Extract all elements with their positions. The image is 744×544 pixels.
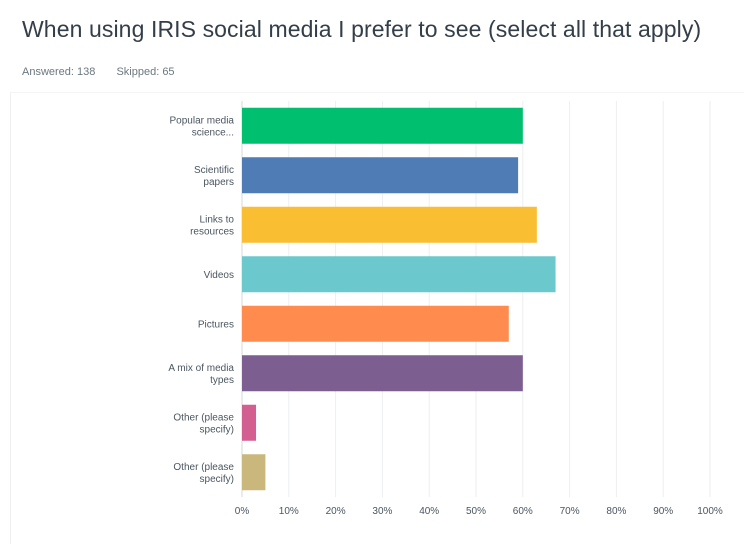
bar[interactable]	[242, 107, 523, 144]
bar[interactable]	[242, 256, 556, 293]
bar[interactable]	[242, 355, 523, 392]
category-label: papers	[203, 177, 234, 188]
category-label: specify)	[200, 474, 234, 485]
skipped-count: Skipped: 65	[116, 66, 175, 78]
response-stats: Answered: 138 Skipped: 65	[22, 66, 193, 78]
x-tick-label: 90%	[653, 506, 673, 517]
bar[interactable]	[242, 157, 519, 194]
x-tick-label: 40%	[419, 506, 439, 517]
x-tick-label: 20%	[326, 506, 346, 517]
bar[interactable]	[242, 404, 257, 441]
category-label: Videos	[204, 270, 234, 281]
category-label: A mix of media	[168, 363, 234, 374]
page-title: When using IRIS social media I prefer to…	[22, 16, 702, 42]
x-tick-label: 60%	[513, 506, 533, 517]
x-tick-label: 80%	[606, 506, 626, 517]
category-label: Other (please	[173, 462, 234, 473]
category-label: Pictures	[198, 319, 234, 330]
category-label: resources	[190, 226, 234, 237]
x-tick-label: 10%	[279, 506, 299, 517]
bar-chart: 0% 10% 20% 30% 40% 50% 60% 70% 80% 90% 100% Popular…	[168, 101, 723, 517]
category-label: Links to	[200, 214, 235, 225]
category-label: specify)	[200, 424, 234, 435]
category-label: types	[210, 375, 234, 386]
chart-panel: 0% 10% 20% 30% 40% 50% 60% 70% 80% 90% 100% Popular…	[10, 92, 744, 544]
x-tick-label: 100%	[697, 506, 723, 517]
x-tick-label: 0%	[235, 506, 250, 517]
category-label: Scientific	[194, 165, 234, 176]
category-label: Other (please	[173, 412, 234, 423]
x-tick-label: 70%	[560, 506, 580, 517]
bar[interactable]	[242, 454, 266, 491]
x-tick-label: 50%	[466, 506, 486, 517]
bar[interactable]	[242, 206, 537, 243]
category-label: science...	[192, 127, 234, 138]
category-label: Popular media	[170, 115, 235, 126]
x-tick-label: 30%	[372, 506, 392, 517]
bar[interactable]	[242, 305, 509, 342]
answered-count: Answered: 138	[22, 66, 96, 78]
